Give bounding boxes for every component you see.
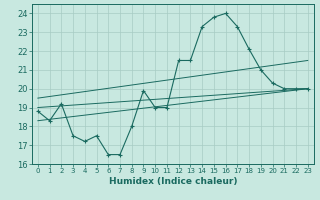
X-axis label: Humidex (Indice chaleur): Humidex (Indice chaleur)	[108, 177, 237, 186]
